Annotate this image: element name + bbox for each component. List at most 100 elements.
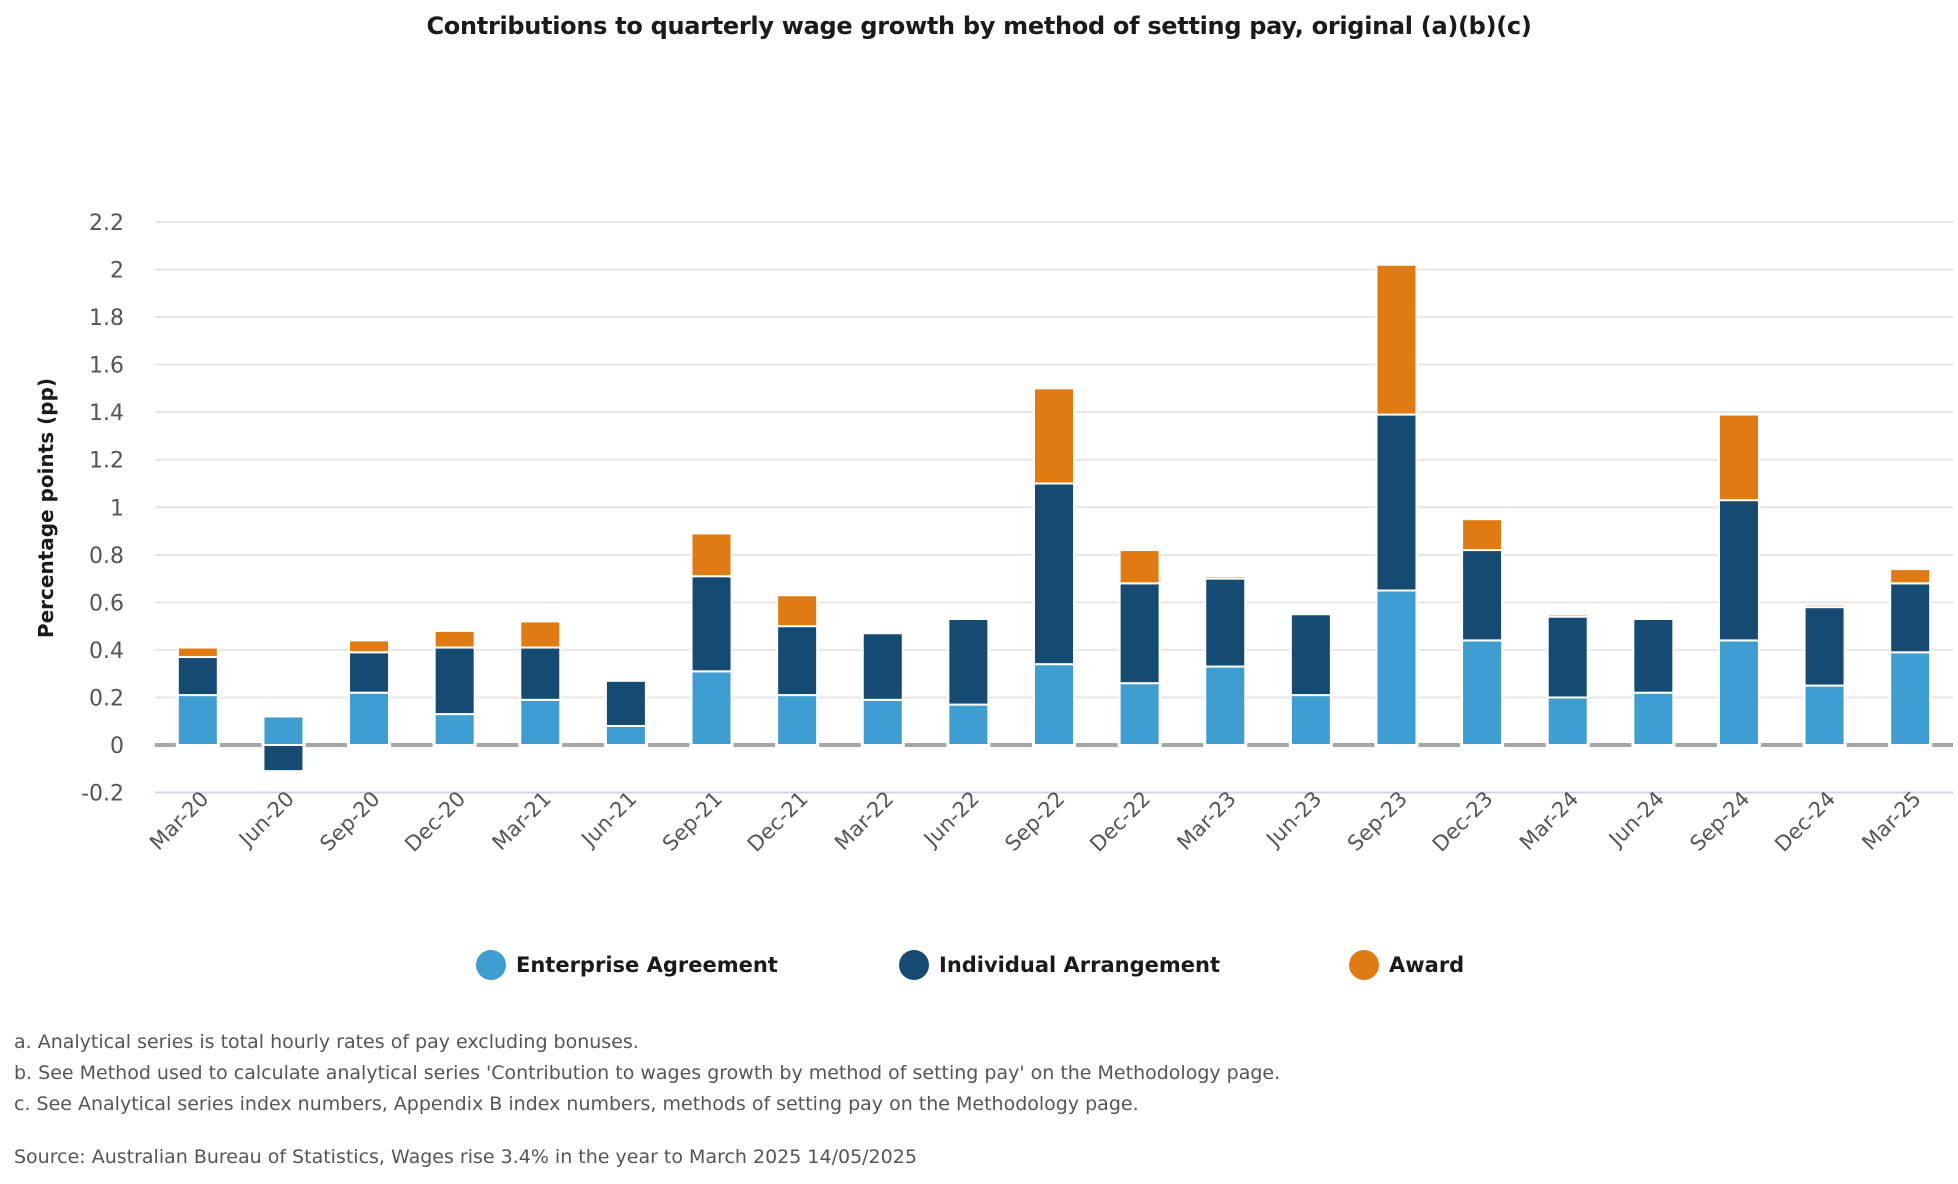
bar-individual-arrangement[interactable] (1375, 413, 1418, 592)
zero-line-segment (1846, 743, 1889, 747)
bar-award[interactable] (690, 532, 733, 578)
bar-enterprise-agreement[interactable] (1461, 639, 1504, 747)
bar-individual-arrangement[interactable] (1118, 582, 1161, 685)
bar-enterprise-agreement[interactable] (519, 698, 562, 747)
x-tick-label: Jun-23 (1261, 787, 1327, 853)
zero-line-segment (1332, 743, 1375, 747)
bar-enterprise-agreement[interactable] (1632, 691, 1675, 747)
x-tick-label: Mar-24 (1515, 787, 1583, 855)
legend-item-individual-arrangement[interactable]: Individual Arrangement (899, 950, 1220, 980)
bars (176, 263, 1932, 773)
y-axis-label: Percentage points (pp) (34, 378, 58, 638)
bar-award[interactable] (176, 646, 219, 659)
bar-individual-arrangement[interactable] (433, 646, 476, 716)
x-tick-label: Mar-23 (1172, 787, 1240, 855)
bar-enterprise-agreement[interactable] (1717, 639, 1760, 747)
bar-individual-arrangement[interactable] (348, 651, 391, 694)
x-tick-label: Sep-24 (1685, 787, 1754, 856)
bar-enterprise-agreement[interactable] (776, 694, 819, 746)
bar-enterprise-agreement[interactable] (176, 694, 219, 746)
bar-individual-arrangement[interactable] (1289, 613, 1332, 697)
y-tick-label: 1.6 (89, 354, 124, 379)
footnote-b: b. See Method used to calculate analytic… (14, 1062, 1281, 1084)
bar-individual-arrangement[interactable] (1889, 582, 1932, 654)
zero-line-segment (990, 743, 1032, 747)
bar-enterprise-agreement[interactable] (262, 715, 305, 746)
bar-enterprise-agreement[interactable] (433, 713, 476, 747)
x-axis-ticks: Mar-20 Jun-20 Sep-20 Dec-20 Mar-21 Jun-21 Sep-… (145, 787, 1926, 857)
zero-line-segment (562, 743, 604, 747)
zero-line-segment (476, 743, 519, 747)
legend-label: Individual Arrangement (939, 953, 1221, 977)
bar-individual-arrangement[interactable] (1461, 549, 1504, 642)
zero-line-segment (1247, 743, 1289, 747)
bar-award[interactable] (348, 639, 391, 654)
x-tick-label: Mar-25 (1857, 787, 1925, 855)
legend-label: Award (1389, 953, 1465, 977)
bar-individual-arrangement[interactable] (776, 625, 819, 697)
bar-award[interactable] (519, 620, 562, 649)
bar-enterprise-agreement[interactable] (947, 703, 990, 746)
bar-enterprise-agreement[interactable] (348, 691, 391, 747)
bar-enterprise-agreement[interactable] (1375, 589, 1418, 747)
legend-swatch-icon (899, 950, 929, 980)
bar-enterprise-agreement[interactable] (604, 724, 647, 746)
zero-line-segment (219, 743, 262, 747)
bar-award[interactable] (1375, 263, 1418, 416)
x-tick-label: Dec-22 (1085, 787, 1155, 857)
x-tick-label: Sep-22 (1000, 787, 1069, 856)
bar-individual-arrangement[interactable] (690, 575, 733, 673)
zero-line-segment (1932, 743, 1953, 747)
bar-award[interactable] (433, 629, 476, 649)
bar-enterprise-agreement[interactable] (1033, 663, 1075, 746)
legend-item-enterprise-agreement[interactable]: Enterprise Agreement (476, 950, 778, 980)
bar-award[interactable] (1118, 549, 1161, 585)
y-tick-label: 0.6 (89, 591, 124, 616)
bar-award[interactable] (1033, 387, 1075, 485)
y-tick-label: 0.4 (89, 639, 124, 664)
bar-award[interactable] (1546, 613, 1589, 618)
x-tick-label: Dec-21 (743, 787, 813, 857)
bar-enterprise-agreement[interactable] (1889, 651, 1932, 747)
bar-individual-arrangement[interactable] (262, 744, 305, 773)
x-tick-label: Sep-20 (315, 787, 384, 856)
bar-individual-arrangement[interactable] (1717, 499, 1760, 642)
bar-award[interactable] (1461, 518, 1504, 552)
legend-item-award[interactable]: Award (1349, 950, 1464, 980)
bar-enterprise-agreement[interactable] (1118, 682, 1161, 747)
bar-enterprise-agreement[interactable] (861, 698, 904, 747)
bar-enterprise-agreement[interactable] (1204, 665, 1247, 746)
bar-enterprise-agreement[interactable] (690, 670, 733, 747)
chart-plot: 2.2 2 1.8 1.6 1.4 1.2 1 0.8 0.6 0.4 0.2 0 -0.2 Mar-2… (34, 211, 1953, 857)
bar-individual-arrangement[interactable] (519, 646, 562, 701)
x-tick-label: Jun-22 (918, 787, 984, 853)
y-tick-label: 1.4 (89, 401, 124, 426)
bar-individual-arrangement[interactable] (604, 679, 647, 727)
bar-individual-arrangement[interactable] (947, 618, 990, 706)
bar-enterprise-agreement[interactable] (1289, 694, 1332, 746)
y-tick-label: 1.2 (89, 449, 124, 474)
bar-award[interactable] (776, 594, 819, 628)
y-tick-label: 2 (110, 259, 124, 284)
bar-individual-arrangement[interactable] (1204, 577, 1247, 668)
x-tick-label: Mar-21 (488, 787, 556, 855)
bar-enterprise-agreement[interactable] (1803, 684, 1846, 746)
bar-award[interactable] (1717, 413, 1760, 502)
legend-swatch-icon (1349, 950, 1379, 980)
bar-individual-arrangement[interactable] (1033, 482, 1075, 666)
bar-award[interactable] (1204, 575, 1247, 580)
legend: Enterprise Agreement Individual Arrangem… (0, 950, 1958, 990)
bar-individual-arrangement[interactable] (861, 632, 904, 701)
footnotes: a. Analytical series is total hourly rat… (14, 1027, 1280, 1120)
bar-award[interactable] (1803, 603, 1846, 609)
bar-award[interactable] (1889, 568, 1932, 585)
zero-line-segment (1161, 743, 1204, 747)
y-tick-label: 0.2 (89, 686, 124, 711)
y-tick-label: 2.2 (89, 211, 124, 236)
source-note: Source: Australian Bureau of Statistics,… (14, 1146, 917, 1168)
bar-individual-arrangement[interactable] (1632, 618, 1675, 694)
bar-individual-arrangement[interactable] (1803, 606, 1846, 687)
bar-individual-arrangement[interactable] (1546, 615, 1589, 699)
bar-individual-arrangement[interactable] (176, 656, 219, 697)
bar-enterprise-agreement[interactable] (1546, 696, 1589, 746)
